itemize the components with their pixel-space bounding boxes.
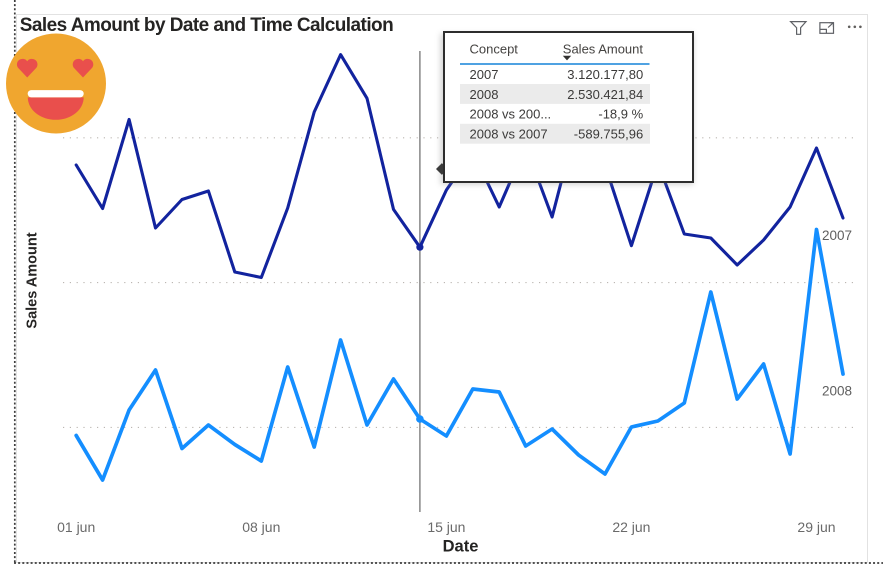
svg-text:Sales Amount: Sales Amount: [563, 42, 644, 57]
svg-text:3.120.177,80: 3.120.177,80: [567, 67, 643, 82]
svg-text:2008: 2008: [822, 384, 852, 399]
svg-text:2007: 2007: [470, 67, 499, 82]
svg-text:01 jun: 01 jun: [57, 519, 95, 535]
svg-text:-589.755,96: -589.755,96: [574, 126, 643, 141]
svg-text:2007: 2007: [822, 228, 852, 243]
svg-text:2008: 2008: [470, 87, 499, 102]
svg-text:08 jun: 08 jun: [242, 519, 280, 535]
svg-text:15 jun: 15 jun: [427, 519, 465, 535]
svg-text:2.530.421,84: 2.530.421,84: [567, 87, 643, 102]
svg-text:Sales Amount: Sales Amount: [25, 232, 41, 328]
svg-text:Sales Amount by Date and Time: Sales Amount by Date and Time Calculatio…: [20, 15, 393, 36]
svg-text:22 jun: 22 jun: [612, 519, 650, 535]
svg-text:Concept: Concept: [470, 42, 519, 57]
svg-text:-18,9 %: -18,9 %: [598, 107, 643, 122]
svg-text:29 jun: 29 jun: [797, 519, 835, 535]
svg-text:2008 vs 2007: 2008 vs 2007: [470, 126, 548, 141]
svg-text:Date: Date: [443, 538, 479, 556]
svg-text:2008 vs 200...: 2008 vs 200...: [470, 107, 552, 122]
